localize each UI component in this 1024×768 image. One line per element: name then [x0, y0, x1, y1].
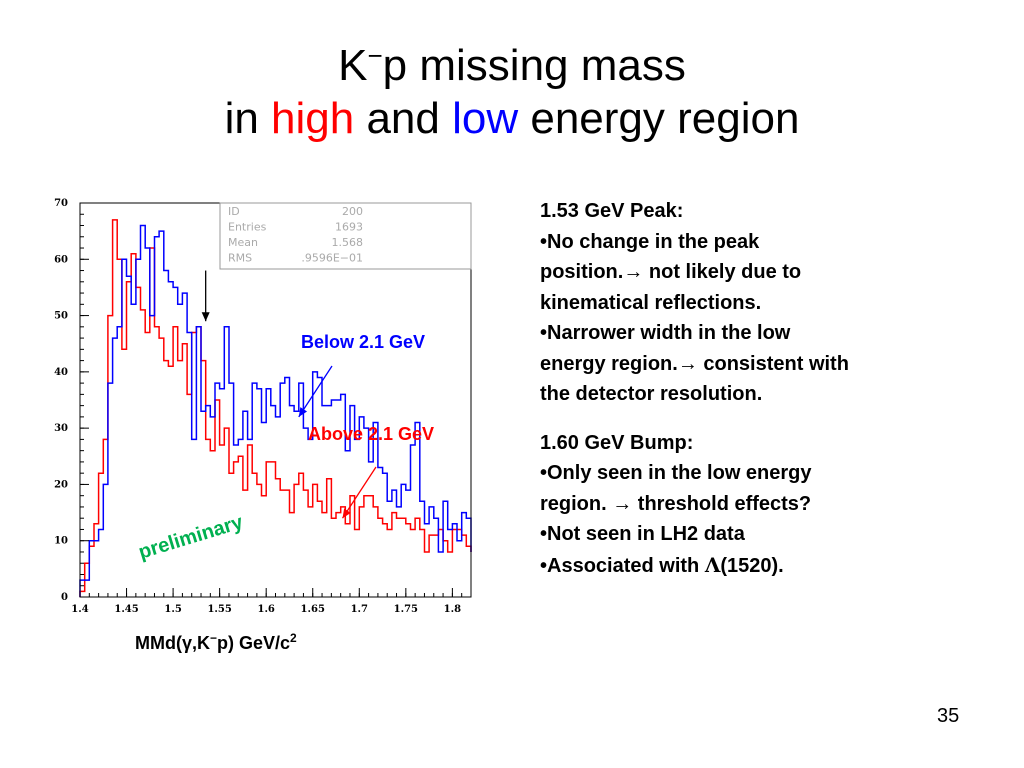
x-tick-label: 1.7 — [351, 604, 368, 615]
y-tick-label: 0 — [61, 592, 68, 603]
x-tick-label: 1.4 — [71, 604, 88, 615]
peak-line-2: position.→ not likely due to — [540, 257, 950, 288]
title-energy-region: energy region — [518, 93, 800, 143]
y-tick-label: 30 — [54, 423, 68, 434]
peak-notes: 1.53 GeV Peak: •No change in the peak po… — [540, 196, 950, 410]
notes-panel: 1.53 GeV Peak: •No change in the peak po… — [540, 196, 950, 599]
title-line-1: K−p missing mass — [0, 40, 1024, 93]
stats-label: ID — [228, 205, 240, 218]
title-rest: p missing mass — [382, 41, 686, 90]
stats-box: ID 200 Entries 1693 Mean 1.568 RMS .9596E−01 — [219, 202, 472, 270]
stats-box-frame — [219, 202, 472, 270]
x-axis-label-mid: p) GeV/c — [217, 633, 290, 653]
arrow-right-icon: → — [623, 261, 644, 283]
series-below-histogram — [79, 224, 472, 597]
y-tick-label: 50 — [54, 311, 68, 322]
legend-below-label: Below 2.1 GeV — [301, 332, 425, 352]
y-tick-label: 60 — [54, 254, 68, 265]
x-tick-label: 1.5 — [164, 604, 181, 615]
peak-line-2-a: position. — [540, 261, 624, 283]
title-and: and — [354, 93, 453, 143]
title-line-2: in high and low energy region — [0, 93, 1024, 146]
x-tick-label: 1.45 — [114, 604, 138, 615]
peak-heading: 1.53 GeV Peak: — [540, 200, 684, 222]
peak-line-1: •No change in the peak — [540, 230, 760, 253]
bump-line-2-b: threshold effects? — [632, 492, 812, 515]
peak-line-2-b: not likely due to — [643, 261, 802, 283]
bump-line-2: region. → threshold effects? — [540, 489, 950, 520]
x-tick-label: 1.6 — [257, 604, 274, 615]
peak-line-4: •Narrower width in the low — [540, 322, 791, 344]
x-tick-label: 1.65 — [301, 604, 325, 615]
legend-above-label: Above 2.1 GeV — [308, 424, 434, 444]
title-low: low — [452, 93, 519, 143]
stats-value: 200 — [342, 205, 363, 218]
lambda-symbol: Λ — [704, 552, 721, 577]
bump-line-4-a: •Associated with — [540, 554, 705, 577]
stats-value: 1693 — [335, 221, 363, 234]
arrow-right-icon: → — [677, 352, 698, 375]
peak-line-6: the detector resolution. — [540, 383, 763, 405]
below-arrow-icon — [298, 365, 333, 418]
stats-value: .9596E−01 — [301, 252, 363, 265]
missing-mass-histogram: 1.4 1.45 1.5 1.55 1.6 1.65 1.7 1.75 1.8 0 10 20 30 40… — [54, 198, 472, 653]
bump-line-2-a: region. — [540, 492, 613, 515]
stats-label: RMS — [228, 252, 252, 265]
x-tick-label: 1.8 — [444, 604, 461, 615]
preliminary-label: preliminary — [136, 511, 246, 564]
y-tick-label: 20 — [54, 479, 68, 490]
bump-line-3: •Not seen in LH2 data — [540, 523, 745, 545]
x-axis-label: MMd(γ,K−p) GeV/c2 — [135, 631, 297, 653]
stats-value: 1.568 — [332, 236, 364, 249]
peak-line-3: kinematical reflections. — [540, 291, 762, 314]
bump-notes: 1.60 GeV Bump: •Only seen in the low ene… — [540, 428, 950, 582]
peak-line-5-b: consistent with — [697, 352, 849, 375]
peak-line-5-a: energy region. — [540, 352, 678, 375]
bump-line-4-b: (1520). — [720, 554, 784, 577]
x-tick-label: 1.75 — [394, 604, 418, 615]
arrow-right-icon: → — [612, 492, 633, 515]
x-axis-label-super1: − — [210, 631, 217, 645]
title-k: K — [338, 41, 368, 90]
y-tick-label: 70 — [54, 198, 68, 209]
above-arrow-icon — [341, 466, 377, 519]
bump-line-1: •Only seen in the low energy — [540, 462, 812, 484]
title-k-superscript: − — [367, 40, 383, 71]
title-in: in — [224, 93, 272, 143]
y-tick-label: 10 — [54, 536, 68, 547]
stats-label: Entries — [228, 221, 267, 234]
y-tick-label: 40 — [54, 367, 68, 378]
x-tick-label: 1.55 — [207, 604, 231, 615]
peak-line-5: energy region.→ consistent with — [540, 349, 950, 380]
x-axis-label-pre: MMd(γ,K — [135, 633, 210, 653]
page-number: 35 — [937, 705, 960, 727]
slide-title: K−p missing mass in high and low energy … — [0, 40, 1024, 146]
x-axis-label-super2: 2 — [290, 631, 297, 645]
bump-heading: 1.60 GeV Bump: — [540, 431, 694, 454]
peak-arrow-icon — [201, 270, 210, 322]
bump-line-4: •Associated with Λ(1520). — [540, 550, 950, 582]
title-high: high — [271, 93, 355, 143]
stats-label: Mean — [228, 236, 258, 249]
series-above-histogram — [79, 219, 472, 597]
